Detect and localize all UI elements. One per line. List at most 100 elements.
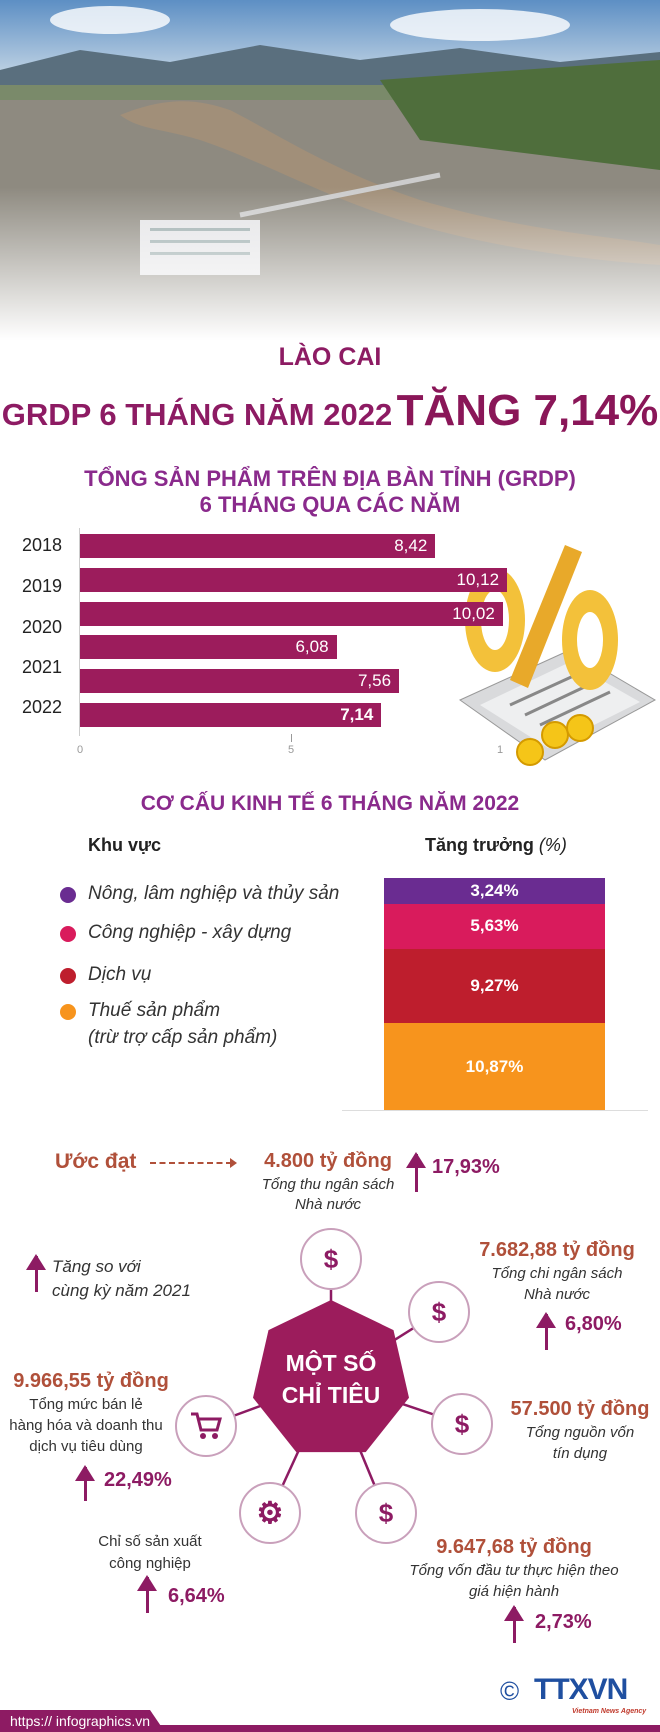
segment-label: 10,87% (465, 1056, 524, 1076)
year-label: 2021 (22, 657, 63, 677)
legend-dot-services (60, 968, 76, 984)
segment-label: 9,27% (470, 975, 519, 995)
location-title: LÀO CAI (278, 343, 382, 371)
revenue-label-1: Tổng thu ngân sách (261, 1176, 395, 1193)
industry-growth: 6,64% (168, 1585, 225, 1607)
grdp-chart-subtitle: 6 THÁNG QUA CÁC NĂM (199, 492, 461, 517)
center-label-2: CHỈ TIÊU (281, 1382, 381, 1408)
headline-text: GRDP 6 THÁNG NĂM 2022 (1, 397, 393, 432)
up-arrow-icon (75, 1465, 95, 1501)
up-arrow-icon (504, 1605, 524, 1643)
legend-dot-taxes (60, 1004, 76, 1020)
structure-title: CƠ CẤU KINH TẾ 6 THÁNG NĂM 2022 (140, 792, 520, 815)
header-sector: Khu vực (88, 835, 162, 855)
retail-label-2: hàng hóa và doanh thu (9, 1417, 163, 1434)
spending-growth: 6,80% (565, 1313, 622, 1335)
footer-url-link[interactable]: https:// infographics.vn (0, 1710, 165, 1732)
center-heptagon (253, 1300, 409, 1453)
spending-value: 7.682,88 tỷ đồng (479, 1239, 635, 1261)
bar-value-label: 10,02 (452, 603, 495, 623)
structure-stacked-bar: 3,24% 5,63% 9,27% 10,87% (384, 878, 605, 1110)
investment-growth: 2,73% (535, 1611, 592, 1633)
grdp-chart-title: TỔNG SẢN PHẨM TRÊN ĐỊA BÀN TỈNH (GRDP) (84, 466, 576, 491)
grdp-bar: 10,12 (80, 567, 508, 592)
headline-highlight: TĂNG 7,14% (396, 386, 659, 435)
estimate-label: Ước đạt (55, 1150, 137, 1173)
stack-segment: 10,87% (384, 1023, 605, 1110)
year-label: 2019 (22, 576, 63, 596)
gears-icon: ⚙ (239, 1482, 301, 1544)
year-label: 2022 (22, 697, 63, 717)
up-arrow-icon (536, 1312, 556, 1350)
grdp-bar: 8,42 (80, 534, 436, 558)
revenue-growth: 17,93% (432, 1156, 500, 1178)
retail-label-1: Tổng mức bán lẻ (29, 1396, 143, 1413)
revenue-value: 4.800 tỷ đồng (264, 1150, 392, 1172)
revenue-label-2: Nhà nước (294, 1196, 362, 1213)
header-growth: Tăng trưởng (%) (425, 835, 567, 856)
grdp-bar: 7,56 (80, 669, 400, 694)
legend-text-1: Tăng so với (52, 1257, 141, 1276)
legend-text-2: cùng kỳ năm 2021 (52, 1281, 191, 1300)
legend-agriculture: Nông, lâm nghiệp và thủy sản (88, 883, 340, 904)
x-tick-label: 0 (76, 744, 84, 756)
x-tick-label: 5 (287, 744, 295, 756)
ttxvn-logo: TTXVN (534, 1673, 628, 1706)
percent-coins-illustration (458, 545, 657, 766)
year-label: 2020 (22, 617, 63, 637)
x-tick (291, 734, 292, 742)
spending-label-1: Tổng chi ngân sách (491, 1265, 623, 1282)
legend-taxes: Thuế sản phẩm (88, 1000, 221, 1021)
segment-label: 5,63% (470, 916, 519, 936)
legend-dot-industry (60, 926, 76, 942)
bar-value-label: 7,14 (340, 705, 374, 724)
bar-value-label: 7,56 (357, 671, 392, 691)
bar-value-label: 8,42 (394, 536, 428, 555)
credit-label-1: Tổng nguồn vốn (525, 1424, 635, 1441)
chart-y-axis-line (79, 528, 80, 736)
bar-value-label: 6,08 (295, 637, 329, 657)
legend-taxes-note: (trừ trợ cấp sản phẩm) (88, 1027, 278, 1048)
header-growth-label: Tăng trưởng (425, 835, 534, 855)
stack-segment: 3,24% (384, 878, 605, 904)
x-tick-label: 1 (496, 744, 504, 756)
shopping-cart-icon (175, 1395, 237, 1457)
dashed-arrow (150, 1162, 232, 1164)
revenue-chart-icon: $ (300, 1228, 362, 1290)
bar-value-label: 10,12 (456, 569, 500, 589)
hero-photo-lao-cai (0, 0, 660, 340)
investment-label-2: giá hiện hành (468, 1583, 560, 1600)
credit-value: 57.500 tỷ đồng (510, 1398, 650, 1420)
ttxvn-logo-subtitle: Vietnam News Agency (572, 1708, 647, 1715)
headline: GRDP 6 THÁNG NĂM 2022 TĂNG 7,14% (2, 386, 659, 436)
retail-value: 9.966,55 tỷ đồng (13, 1370, 169, 1392)
legend-up-arrow-icon (26, 1254, 46, 1292)
stack-segment: 9,27% (384, 948, 605, 1024)
year-label: 2018 (22, 535, 63, 555)
up-arrow-icon (137, 1575, 157, 1613)
money-bag-icon: $ (408, 1281, 470, 1343)
spending-label-2: Nhà nước (523, 1286, 591, 1303)
stack-segment: 5,63% (384, 903, 605, 949)
retail-label-3: dịch vụ tiêu dùng (29, 1438, 143, 1455)
investment-value: 9.647,68 tỷ đồng (436, 1536, 592, 1558)
credit-label-2: tín dụng (552, 1445, 608, 1462)
industry-label-2: công nghiệp (109, 1555, 191, 1572)
center-label-1: MỘT SỐ (285, 1350, 377, 1376)
segment-label: 3,24% (470, 880, 519, 900)
grdp-bar: 10,02 (80, 601, 503, 626)
grdp-bar: 7,14 (80, 703, 382, 727)
grdp-bar: 6,08 (80, 635, 337, 660)
legend-industry: Công nghiệp - xây dựng (88, 922, 292, 943)
legend-dot-agriculture (60, 887, 76, 903)
industry-label-1: Chỉ số sản xuất (98, 1533, 202, 1550)
up-arrow-icon (406, 1152, 426, 1192)
footer-line (0, 1725, 660, 1732)
city-river-illustration (0, 0, 660, 340)
investment-label-1: Tổng vốn đầu tư thực hiện theo (409, 1562, 619, 1579)
hand-money-icon: $ (431, 1393, 493, 1455)
plant-money-icon: $ (355, 1482, 417, 1544)
retail-growth: 22,49% (104, 1469, 172, 1491)
arrow-head-icon (230, 1158, 237, 1168)
